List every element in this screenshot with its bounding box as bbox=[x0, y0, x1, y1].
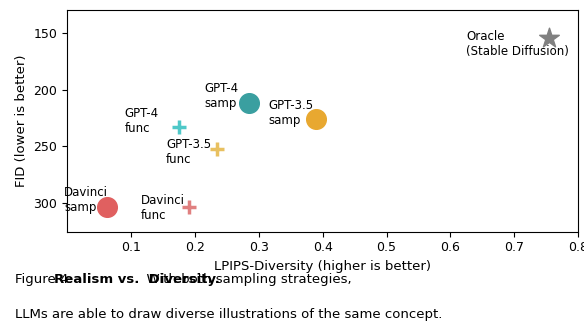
Text: With both sampling strategies,: With both sampling strategies, bbox=[138, 273, 352, 286]
Point bbox=[312, 117, 321, 122]
Point bbox=[545, 36, 554, 41]
Point bbox=[103, 204, 112, 209]
Text: Davinci
func: Davinci func bbox=[141, 194, 185, 222]
Text: GPT-3.5
samp: GPT-3.5 samp bbox=[269, 99, 314, 127]
Text: Figure 4.: Figure 4. bbox=[15, 273, 81, 286]
Text: GPT-3.5
func: GPT-3.5 func bbox=[166, 138, 211, 166]
Text: Oracle
(Stable Diffusion): Oracle (Stable Diffusion) bbox=[467, 30, 569, 58]
Text: Davinci
samp: Davinci samp bbox=[64, 186, 108, 214]
Point bbox=[245, 101, 254, 106]
X-axis label: LPIPS-Diversity (higher is better): LPIPS-Diversity (higher is better) bbox=[214, 260, 431, 273]
Text: GPT-4
samp: GPT-4 samp bbox=[204, 81, 239, 110]
Text: Realism vs.  Diversity.: Realism vs. Diversity. bbox=[54, 273, 220, 286]
Y-axis label: FID (lower is better): FID (lower is better) bbox=[15, 55, 28, 187]
Text: GPT-4
func: GPT-4 func bbox=[124, 107, 159, 135]
Text: LLMs are able to draw diverse illustrations of the same concept.: LLMs are able to draw diverse illustrati… bbox=[15, 308, 442, 321]
